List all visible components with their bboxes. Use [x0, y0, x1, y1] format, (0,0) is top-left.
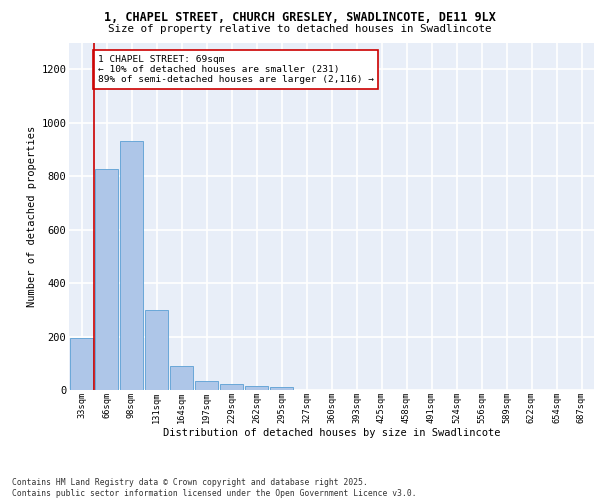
Bar [269, 387, 293, 390]
Text: 1 CHAPEL STREET: 69sqm
← 10% of detached houses are smaller (231)
89% of semi-de: 1 CHAPEL STREET: 69sqm ← 10% of detached… [98, 54, 374, 84]
Bar [220, 384, 244, 390]
Text: Contains HM Land Registry data © Crown copyright and database right 2025.
Contai: Contains HM Land Registry data © Crown c… [12, 478, 416, 498]
Text: 1, CHAPEL STREET, CHURCH GRESLEY, SWADLINCOTE, DE11 9LX: 1, CHAPEL STREET, CHURCH GRESLEY, SWADLI… [104, 11, 496, 24]
Bar [170, 366, 193, 390]
Text: Size of property relative to detached houses in Swadlincote: Size of property relative to detached ho… [108, 24, 492, 34]
Bar [194, 380, 218, 390]
Y-axis label: Number of detached properties: Number of detached properties [27, 126, 37, 307]
Bar [119, 142, 143, 390]
Bar [145, 310, 169, 390]
Bar [95, 170, 118, 390]
Bar [70, 338, 94, 390]
X-axis label: Distribution of detached houses by size in Swadlincote: Distribution of detached houses by size … [163, 428, 500, 438]
Bar [245, 386, 268, 390]
